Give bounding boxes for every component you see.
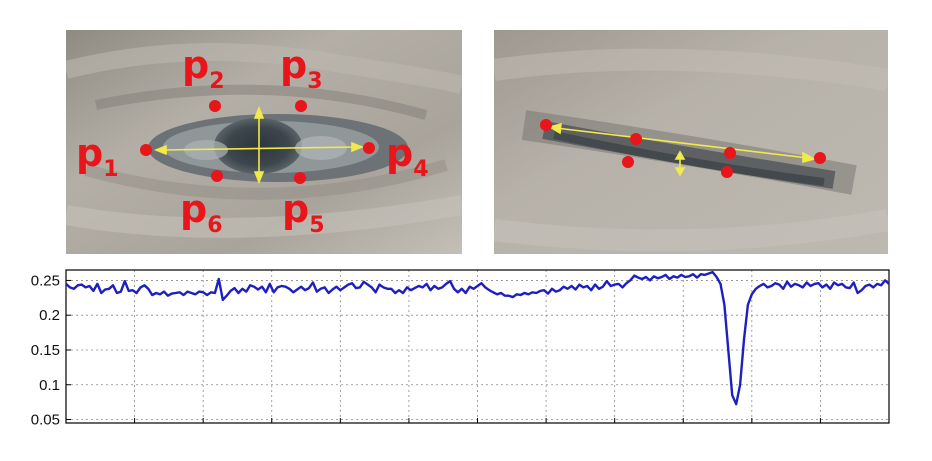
closed-eye-panel	[494, 30, 888, 254]
landmark-label-p5: p5	[282, 187, 325, 238]
closed-arrow-head-up	[674, 150, 686, 160]
landmark-label-p2: p2	[182, 43, 225, 94]
arrow-head-down	[253, 171, 265, 185]
closed-landmark-dot-p2	[630, 133, 642, 145]
y-tick-label: 0.15	[31, 342, 60, 359]
closed-eye-width-arrow	[555, 127, 809, 159]
landmark-dot-p3	[295, 100, 307, 112]
x-axis-ticks	[134, 270, 821, 423]
closed-landmark-dot-p4	[814, 152, 826, 164]
closed-landmark-dot-p3	[724, 147, 736, 159]
y-tick-label: 0.1	[39, 377, 60, 394]
closed-eye-overlay	[540, 119, 826, 178]
y-axis-tick-labels: 0.05 0.1 0.15 0.2 0.25	[31, 272, 60, 428]
y-tick-label: 0.05	[31, 412, 60, 429]
landmark-label-p3: p3	[280, 43, 323, 94]
open-eye-overlay: p1 p2 p3 p4 p5 p6	[76, 43, 429, 238]
closed-landmark-dot-p6	[622, 156, 634, 168]
arrow-head-left	[153, 144, 167, 156]
closed-arrow-head-left	[547, 122, 562, 135]
open-eye-image	[66, 30, 462, 254]
landmark-label-p6: p6	[180, 187, 223, 238]
landmark-label-p4: p4	[386, 131, 429, 182]
landmark-dot-p6	[211, 170, 223, 182]
closed-arrow-head-down	[674, 167, 686, 177]
closed-arrow-head-right	[802, 151, 817, 164]
open-eye-panel: p1 p2 p3 p4 p5 p6	[66, 30, 462, 254]
landmark-dot-p1	[140, 144, 152, 156]
closed-landmark-dot-p5	[721, 166, 733, 178]
y-tick-label: 0.25	[31, 272, 60, 289]
closed-eye-image	[494, 30, 888, 254]
landmark-label-p1: p1	[76, 131, 119, 182]
y-tick-label: 0.2	[39, 307, 60, 324]
ear-series-line	[65, 270, 890, 406]
chart-frame	[65, 269, 890, 424]
arrow-head-up	[253, 105, 265, 119]
closed-landmark-dot-p1	[540, 119, 552, 131]
landmark-dot-p4	[363, 142, 375, 154]
landmark-dot-p5	[294, 172, 306, 184]
arrow-head-right	[351, 141, 365, 153]
landmark-dot-p2	[209, 100, 221, 112]
